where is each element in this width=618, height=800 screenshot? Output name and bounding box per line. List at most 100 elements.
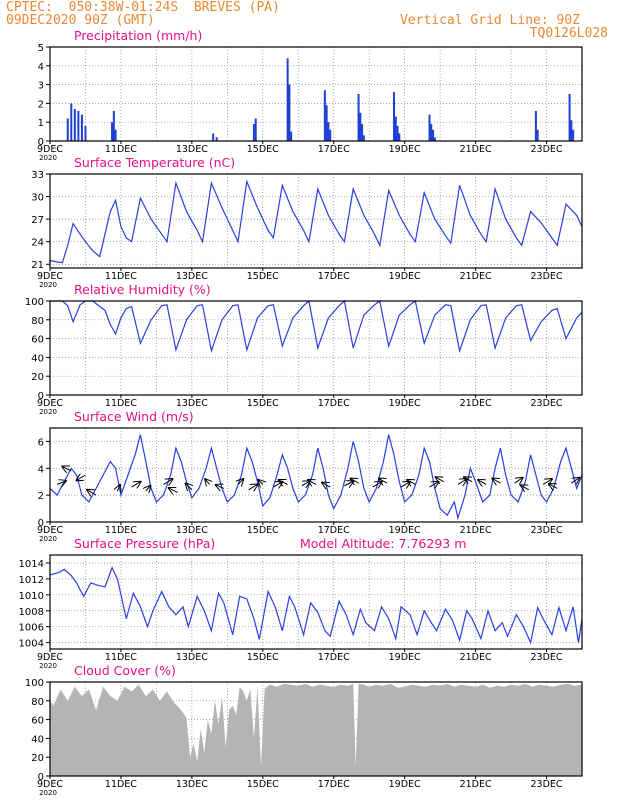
temp-year-label: 2020 bbox=[39, 281, 57, 289]
wind-arrow bbox=[400, 482, 410, 487]
wind-arrow bbox=[521, 485, 530, 490]
pressure-ytick-label: 1012 bbox=[19, 575, 44, 586]
rh-xtick-label: 15DEC bbox=[247, 398, 279, 409]
precip-bar bbox=[215, 137, 218, 141]
rh-ytick-label: 100 bbox=[25, 297, 44, 308]
temp-ytick-label: 33 bbox=[31, 170, 44, 181]
pressure-xtick-label: 9DEC bbox=[37, 652, 63, 663]
precip-xtick-label: 17DEC bbox=[318, 144, 350, 155]
cloud-ytick-label: 80 bbox=[31, 697, 44, 708]
wind-xtick-label: 15DEC bbox=[247, 525, 279, 536]
precip-ytick-label: 2 bbox=[38, 99, 44, 110]
wind-arrow bbox=[457, 479, 467, 484]
cloud-ytick-label: 0 bbox=[38, 772, 44, 783]
wind-xtick-label: 13DEC bbox=[176, 525, 208, 536]
wind-arrow bbox=[163, 479, 172, 484]
wind-arrow bbox=[87, 490, 97, 495]
wind-series-line bbox=[49, 434, 583, 521]
pressure-ytick-label: 1014 bbox=[19, 559, 44, 570]
wind-arrow bbox=[549, 484, 558, 489]
precip-bar bbox=[359, 112, 362, 141]
cloud-ytick-label: 60 bbox=[31, 716, 44, 727]
wind-xtick-label: 23DEC bbox=[531, 525, 563, 536]
wind-arrow bbox=[117, 485, 120, 491]
precip-bar bbox=[66, 118, 69, 141]
temp-xtick-label: 23DEC bbox=[531, 271, 563, 282]
rh-ytick-label: 80 bbox=[31, 316, 44, 327]
header-grid-line: Vertical Grid Line: 90Z bbox=[399, 13, 580, 28]
precip-bar bbox=[534, 110, 537, 141]
precip-bar bbox=[84, 125, 87, 141]
precip-bar bbox=[329, 129, 332, 141]
precip-title: Precipitation (mm/h) bbox=[74, 28, 202, 43]
precip-bar bbox=[398, 133, 401, 141]
cloud-xtick-label: 13DEC bbox=[176, 779, 208, 790]
cloud-panel: 0 20 40 60 80 100 9DEC 11DEC 13DEC 15DEC 17DEC 19DE… bbox=[25, 663, 583, 797]
cloud-xtick-label: 15DEC bbox=[247, 779, 279, 790]
rh-ytick-label: 0 bbox=[38, 391, 44, 402]
wind-arrow bbox=[131, 482, 141, 487]
cloud-xtick-label: 19DEC bbox=[389, 779, 421, 790]
rh-xtick-label: 21DEC bbox=[460, 398, 492, 409]
temp-ytick-label: 27 bbox=[31, 215, 44, 226]
wind-arrow bbox=[344, 481, 353, 486]
pressure-year-label: 2020 bbox=[39, 662, 57, 670]
temp-ytick-label: 30 bbox=[31, 193, 44, 204]
pressure-ytick-label: 1004 bbox=[19, 639, 44, 650]
precip-xtick-label: 9DEC bbox=[37, 144, 63, 155]
pressure-series-line bbox=[49, 566, 583, 645]
model-altitude-label: Model Altitude: 7.76293 m bbox=[300, 536, 466, 551]
pressure-xtick-label: 21DEC bbox=[460, 652, 492, 663]
wind-arrow bbox=[514, 478, 523, 483]
pressure-xtick-label: 11DEC bbox=[105, 652, 137, 663]
precip-bar bbox=[433, 137, 436, 141]
pressure-title: Surface Pressure (hPa) bbox=[74, 536, 215, 551]
wind-arrow bbox=[436, 477, 444, 482]
precip-bar bbox=[327, 122, 330, 141]
precip-bar bbox=[568, 94, 571, 141]
pressure-ytick-label: 1008 bbox=[19, 607, 44, 618]
wind-ytick-label: 4 bbox=[38, 464, 44, 475]
precip-bar bbox=[112, 110, 115, 141]
precip-ytick-label: 3 bbox=[38, 81, 44, 92]
cloud-xtick-label: 9DEC bbox=[37, 779, 63, 790]
precip-xtick-label: 11DEC bbox=[105, 144, 137, 155]
temp-title: Surface Temperature (nC) bbox=[74, 155, 235, 170]
wind-xtick-label: 21DEC bbox=[460, 525, 492, 536]
wind-ytick-label: 2 bbox=[38, 491, 44, 502]
precip-xtick-label: 23DEC bbox=[531, 144, 563, 155]
precip-bar bbox=[286, 58, 289, 141]
precip-bar bbox=[254, 118, 257, 141]
wind-xtick-label: 19DEC bbox=[389, 525, 421, 536]
precip-bar bbox=[252, 124, 255, 141]
precip-bar bbox=[430, 124, 433, 141]
wind-arrow bbox=[308, 480, 317, 485]
wind-arrow bbox=[62, 466, 72, 471]
precip-bar bbox=[70, 103, 73, 141]
temp-xtick-label: 9DEC bbox=[37, 271, 63, 282]
wind-title: Surface Wind (m/s) bbox=[74, 409, 194, 424]
pressure-xtick-label: 19DEC bbox=[389, 652, 421, 663]
wind-arrow bbox=[76, 475, 86, 480]
temp-xtick-label: 13DEC bbox=[176, 271, 208, 282]
wind-arrow bbox=[186, 483, 192, 489]
precip-xtick-label: 19DEC bbox=[389, 144, 421, 155]
wind-ytick-label: 6 bbox=[38, 437, 44, 448]
temp-panel: 21 24 27 30 33 9DEC 11DEC 13DEC 15DEC 17DEC 19DEC 2… bbox=[31, 155, 583, 289]
wind-arrow bbox=[258, 480, 263, 485]
precip-panel: 0 1 2 3 4 5 9DEC 11DEC 13DEC 15DEC 17DEC 19DEC 21DEC… bbox=[37, 28, 583, 162]
temp-frame bbox=[49, 173, 583, 269]
rh-xtick-label: 9DEC bbox=[37, 398, 63, 409]
wind-arrow bbox=[379, 479, 388, 484]
wind-ytick-label: 0 bbox=[38, 518, 44, 529]
rh-xtick-label: 17DEC bbox=[318, 398, 350, 409]
header-run: 09DEC2020 90Z (GMT) bbox=[6, 13, 155, 28]
pressure-panel: 1004 1006 1008 1010 1012 1014 9DEC 11DEC 13DEC 15… bbox=[19, 536, 583, 670]
rh-year-label: 2020 bbox=[39, 408, 57, 416]
temp-xtick-label: 15DEC bbox=[247, 271, 279, 282]
precip-bar bbox=[111, 122, 114, 141]
cloud-frame bbox=[49, 681, 583, 777]
rh-series-line bbox=[50, 299, 583, 354]
precip-ytick-label: 1 bbox=[38, 118, 44, 129]
wind-panel: 0 2 4 6 9DEC 11DEC 13DEC 15DEC 17DEC 19DEC 21DEC 23… bbox=[37, 409, 583, 543]
